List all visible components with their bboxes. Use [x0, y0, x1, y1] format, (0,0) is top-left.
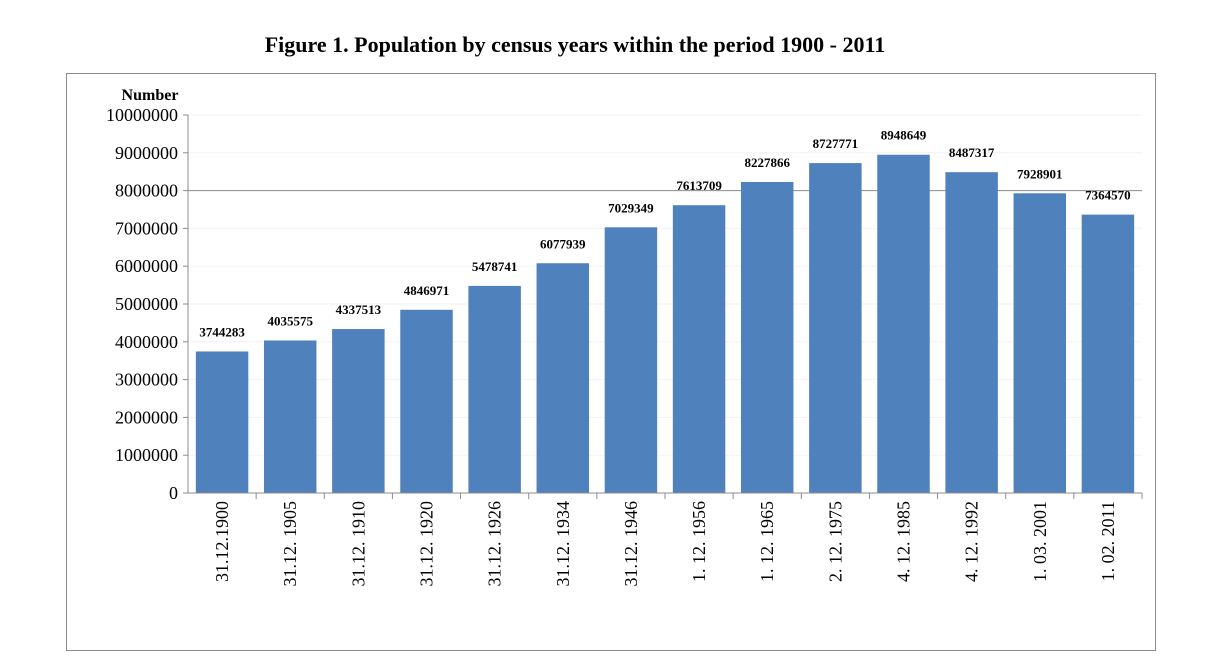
x-tick-label: 1. 12. 1956	[689, 501, 709, 582]
y-tick-label: 4000000	[115, 332, 178, 352]
chart-title: Figure 1. Population by census years wit…	[264, 32, 886, 57]
data-label: 8727771	[813, 136, 859, 151]
bar-series	[195, 154, 1135, 494]
y-tick-label: 0	[169, 483, 178, 503]
bar	[877, 154, 930, 493]
y-tick-label: 1000000	[115, 445, 178, 465]
y-tick-label: 7000000	[115, 218, 178, 238]
data-label: 7029349	[608, 200, 654, 215]
y-tick-label: 9000000	[115, 143, 178, 163]
data-label: 8487317	[949, 145, 995, 160]
data-label: 7364570	[1085, 188, 1131, 203]
data-label: 4846971	[404, 283, 450, 298]
x-tick-label: 31.12. 1946	[621, 501, 641, 587]
bar	[809, 163, 862, 493]
y-tick-label: 8000000	[115, 181, 178, 201]
data-label: 4035575	[267, 313, 313, 328]
data-label: 5478741	[472, 259, 518, 274]
x-tick-label: 31.12. 1905	[280, 501, 300, 587]
bar	[604, 227, 658, 494]
data-labels: 3744283 4035575 4337513 4846971 5478741 60779…	[199, 128, 1130, 340]
bar	[400, 309, 453, 493]
x-tick-labels: 31.12.1900 31.12. 1905 31.12. 1910 31.12. 1…	[212, 501, 1118, 587]
x-tick-label: 1. 02. 2011	[1098, 501, 1118, 581]
y-tick-label: 5000000	[115, 294, 178, 314]
y-tick-label: 2000000	[115, 407, 178, 427]
bar	[536, 263, 590, 493]
data-label: 6077939	[540, 236, 586, 251]
y-tick-labels: 0 1000000 2000000 3000000 4000000 5000000 6000…	[106, 105, 178, 503]
bar	[195, 351, 249, 493]
bar	[1013, 193, 1067, 493]
x-tick-label: 31.12.1900	[212, 501, 232, 582]
data-label: 4337513	[336, 302, 382, 317]
x-tick-label: 31.12. 1934	[553, 501, 573, 587]
x-tick-label: 1. 12. 1965	[757, 501, 777, 582]
bar	[740, 181, 794, 493]
chart-frame	[66, 73, 1156, 651]
data-label: 8948649	[881, 128, 927, 143]
x-tick-label: 31.12. 1920	[417, 501, 437, 587]
x-tick-label: 31.12. 1926	[485, 501, 505, 587]
axes	[183, 114, 1143, 499]
y-axis-label: Number	[122, 87, 179, 104]
bar	[468, 285, 521, 493]
x-tick-label: 2. 12. 1975	[825, 501, 845, 582]
x-tick-label: 4. 12. 1992	[962, 501, 982, 582]
bar	[332, 329, 385, 493]
x-tick-label: 1. 03. 2001	[1030, 501, 1050, 582]
bar	[945, 172, 998, 493]
x-tick-label: 31.12. 1910	[348, 501, 368, 587]
data-label: 7928901	[1017, 166, 1063, 181]
bar	[672, 205, 726, 494]
y-tick-label: 6000000	[115, 256, 178, 276]
y-tick-label: 3000000	[115, 370, 178, 390]
x-tick-label: 4. 12. 1985	[894, 501, 914, 582]
gridlines	[188, 114, 1142, 456]
y-tick-label: 10000000	[106, 105, 178, 125]
data-label: 8227866	[744, 155, 790, 170]
data-label: 3744283	[199, 324, 245, 339]
data-label: 7613709	[676, 178, 722, 193]
bar	[1081, 214, 1135, 493]
bar	[263, 340, 317, 493]
